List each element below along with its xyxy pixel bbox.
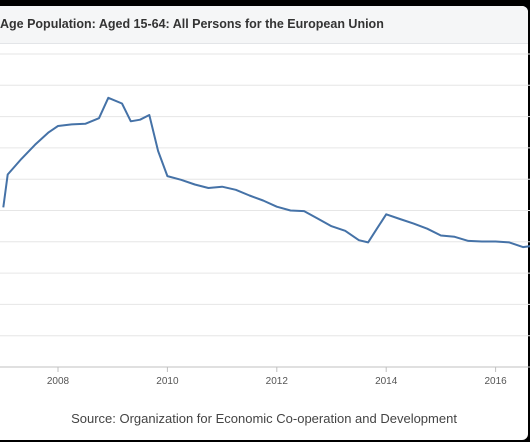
- x-tick-labels: 2008 2010 2012 2014 2016: [47, 376, 507, 387]
- source-note: Source: Organization for Economic Co-ope…: [71, 411, 457, 426]
- chart-title: Age Population: Aged 15-64: All Persons …: [0, 17, 384, 31]
- x-tick-label: 2008: [47, 376, 70, 387]
- series-line-0: [2, 96, 530, 249]
- x-tick-label: 2014: [375, 376, 398, 387]
- x-tick-label: 2012: [266, 376, 289, 387]
- series-layer: [2, 96, 530, 249]
- chart-card: Age Population: Aged 15-64: All Persons …: [0, 6, 528, 440]
- title-bar: [0, 6, 528, 44]
- x-axis: [0, 366, 530, 372]
- grid-lines: [0, 53, 530, 368]
- x-tick-label: 2010: [156, 376, 179, 387]
- x-tick-label: 2016: [484, 376, 507, 387]
